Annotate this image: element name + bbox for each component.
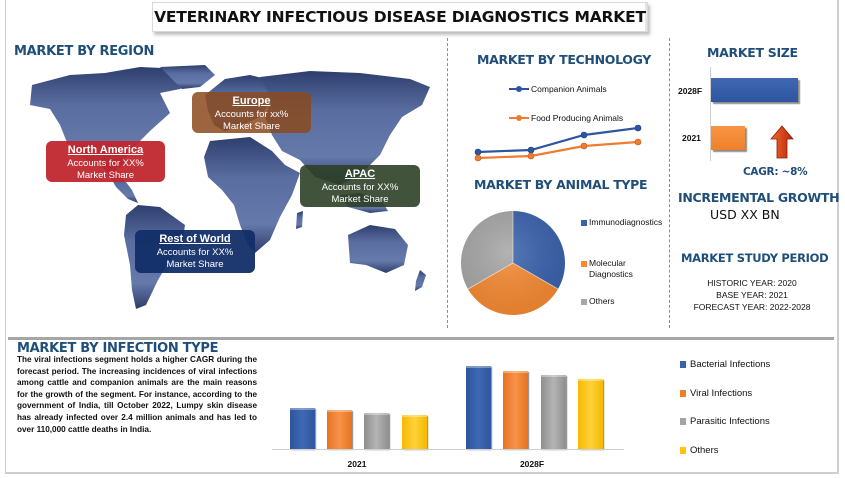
bar-2021-bacterial [290, 408, 315, 449]
forecast-year: FORECAST YEAR: 2022-2028 [693, 302, 811, 312]
legend-molecular-line2: Diagnostics [589, 269, 633, 279]
legend-swatch-orange-icon [581, 261, 587, 267]
callout-europe-line2: Market Share [222, 121, 281, 132]
legend-swatch-orange-icon [680, 390, 686, 397]
bar-2028f-viral [503, 371, 528, 449]
legend-others-infections: Others [680, 445, 719, 456]
legend-swatch-blue-icon [581, 220, 587, 226]
technology-heading: MARKET BY TECHNOLOGY [477, 52, 652, 67]
legend-line-marker-orange-icon [509, 115, 529, 121]
legend-immunodiagnostics-label: Immunodiagnostics [589, 217, 663, 227]
market-size-axis [710, 67, 711, 161]
study-period-heading: MARKET STUDY PERIOD [681, 251, 829, 265]
legend-viral-label: Viral Infections [690, 388, 753, 399]
cagr-value: CAGR: ~8% [743, 166, 808, 178]
callout-north-america: North America Accounts for XX% Market Sh… [46, 141, 165, 182]
category-label-2028f: 2028F [519, 459, 545, 469]
callout-north-america-name: North America [67, 144, 144, 156]
base-year: BASE YEAR: 2021 [716, 290, 788, 300]
legend-line-marker-blue-icon [509, 86, 529, 92]
infographic-frame [5, 0, 839, 474]
animal-type-heading: MARKET BY ANIMAL TYPE [474, 177, 648, 192]
bar-2021-others [402, 415, 427, 449]
callout-rest-of-world-name: Rest of World [159, 233, 231, 245]
bar-2021-viral [327, 410, 352, 449]
animal-type-pie-chart [461, 211, 565, 315]
callout-apac: APAC Accounts for XX% Market Share [300, 165, 420, 207]
callout-europe-name: Europe [232, 95, 271, 107]
madagascar-shape [296, 211, 303, 229]
callout-north-america-line1: Accounts for XX% [67, 158, 144, 169]
legend-swatch-blue-icon [680, 361, 686, 368]
market-size-bar-2021 [711, 126, 745, 150]
market-size-bar-2028f [711, 78, 798, 102]
legend-others-pie-label: Others [589, 296, 615, 306]
callout-europe-line1: Accounts for xx% [214, 109, 289, 120]
legend-swatch-gray-icon [581, 299, 587, 305]
bar-2028f-bacterial [466, 366, 491, 449]
horizontal-divider [8, 337, 834, 340]
infection-heading: MARKET BY INFECTION TYPE [17, 341, 219, 356]
incremental-growth-heading: INCREMENTAL GROWTH [678, 190, 840, 205]
legend-companion-animals: Companion Animals [509, 84, 607, 94]
callout-apac-name: APAC [344, 168, 376, 180]
callout-europe: Europe Accounts for xx% Market Share [192, 92, 311, 133]
infection-chart-axis [272, 449, 624, 450]
infection-description: The viral infections segment holds a hig… [17, 355, 257, 434]
callout-rest-of-world-line2: Market Share [166, 259, 224, 270]
legend-parasitic-label: Parasitic Infections [690, 416, 770, 427]
legend-immunodiagnostics: Immunodiagnostics [581, 217, 662, 228]
greenland-shape [160, 65, 215, 89]
australia-shape [348, 225, 408, 273]
legend-viral-infections: Viral Infections [680, 388, 752, 399]
new-zealand-shape [415, 270, 426, 291]
legend-molecular-diagnostics-label: Molecular Diagnostics [589, 258, 633, 280]
category-label-2021: 2021 [347, 459, 367, 469]
bar-2028f-others [578, 379, 603, 449]
africa-shape [204, 137, 300, 253]
region-heading: MARKET BY REGION [14, 44, 155, 59]
market-size-label-2021: 2021 [682, 133, 701, 143]
divider-right [669, 38, 670, 328]
legend-bacterial-label: Bacterial Infections [690, 359, 771, 370]
legend-companion-animals-label: Companion Animals [531, 84, 607, 94]
technology-line-chart [474, 124, 642, 162]
legend-parasitic-infections: Parasitic Infections [680, 416, 770, 427]
infection-bar-chart [272, 360, 624, 449]
market-size-label-2028f: 2028F [678, 86, 703, 96]
callout-apac-line2: Market Share [331, 194, 389, 205]
historic-year: HISTORIC YEAR: 2020 [707, 278, 797, 288]
callout-apac-line1: Accounts for XX% [321, 182, 399, 193]
legend-bacterial-infections: Bacterial Infections [680, 359, 770, 370]
bar-2028f-parasitic [541, 375, 566, 449]
market-size-heading: MARKET SIZE [707, 45, 798, 60]
title-banner: VETERINARY INFECTIOUS DISEASE DIAGNOSTIC… [152, 2, 648, 32]
callout-north-america-line2: Market Share [76, 170, 135, 181]
legend-others-pie: Others [581, 296, 615, 307]
legend-food-producing-animals-label: Food Producing Animals [531, 113, 624, 123]
divider-left [447, 38, 448, 328]
callout-rest-of-world-line1: Accounts for XX% [156, 247, 234, 258]
growth-arrow-icon [770, 125, 794, 159]
callout-rest-of-world: Rest of World Accounts for XX% Market Sh… [135, 230, 255, 273]
bar-2021-parasitic [364, 413, 389, 449]
incremental-growth-value: USD XX BN [710, 207, 780, 222]
legend-molecular-diagnostics: Molecular Diagnostics [581, 258, 633, 280]
legend-molecular-line1: Molecular [589, 258, 626, 268]
legend-others-label: Others [690, 445, 719, 456]
legend-swatch-yellow-icon [680, 447, 686, 454]
legend-food-producing-animals: Food Producing Animals [509, 113, 623, 123]
legend-swatch-gray-icon [680, 418, 686, 425]
page-title: VETERINARY INFECTIOUS DISEASE DIAGNOSTIC… [154, 8, 646, 26]
